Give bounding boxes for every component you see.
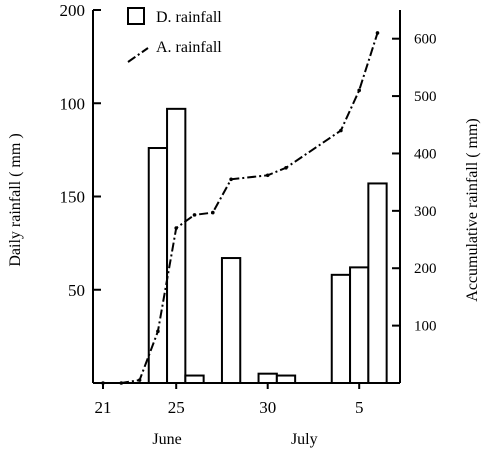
x-axis-tick-label: 25 [168, 398, 185, 417]
right-axis-tick-label: 500 [414, 89, 437, 105]
daily-rainfall-bar [330, 273, 352, 384]
accumulative-rainfall-point [229, 177, 233, 182]
x-axis-tick-label: 5 [355, 398, 364, 417]
daily-rainfall-bar [257, 372, 278, 384]
right-axis-tick-label: 100 [414, 319, 437, 335]
accumulative-rainfall-point [211, 210, 215, 215]
right-axis-tick-label: 200 [414, 261, 437, 277]
legend-bar-swatch [127, 7, 145, 25]
x-axis-tick-label: 21 [95, 398, 112, 417]
daily-rainfall-bar [220, 257, 242, 385]
left-axis-tick-label: 100 [60, 94, 86, 113]
accumulative-rainfall-point [265, 173, 270, 178]
daily-rainfall-bar [184, 374, 205, 385]
legend-line-label: A. rainfall [156, 39, 222, 56]
daily-rainfall-bar [349, 266, 370, 384]
legend-line-swatch [127, 47, 149, 63]
accumulative-rainfall-point [375, 31, 380, 35]
daily-rainfall-bar [367, 182, 388, 384]
daily-rainfall-bar [166, 107, 187, 384]
left-axis-tick-label: 200 [60, 1, 86, 20]
daily-rainfall-bar [275, 374, 297, 385]
accumulative-rainfall-point [357, 88, 362, 93]
accumulative-rainfall-point [137, 378, 142, 382]
accumulative-rainfall-point [192, 213, 197, 217]
accumulative-rainfall-point [339, 128, 343, 133]
left-axis-title: Daily rainfall ( mm ) [7, 133, 24, 266]
accumulative-rainfall-point [174, 226, 178, 230]
x-axis-tick-label: 30 [259, 398, 276, 417]
left-axis-tick-label: 150 [60, 188, 86, 207]
legend-bar-label: D. rainfall [156, 9, 222, 26]
right-axis-tick-label: 400 [414, 146, 437, 162]
right-axis-tick-label: 600 [414, 32, 437, 48]
left-axis-tick-label: 50 [68, 281, 85, 300]
month-label: June [152, 431, 181, 448]
month-label: July [291, 431, 318, 448]
right-axis-title: Accumulative rainfall ( mm) [464, 118, 481, 301]
accumulative-rainfall-point [119, 381, 124, 385]
accumulative-rainfall-point [284, 166, 288, 170]
right-axis-tick-label: 300 [414, 204, 437, 220]
accumulative-rainfall-point [156, 329, 160, 334]
